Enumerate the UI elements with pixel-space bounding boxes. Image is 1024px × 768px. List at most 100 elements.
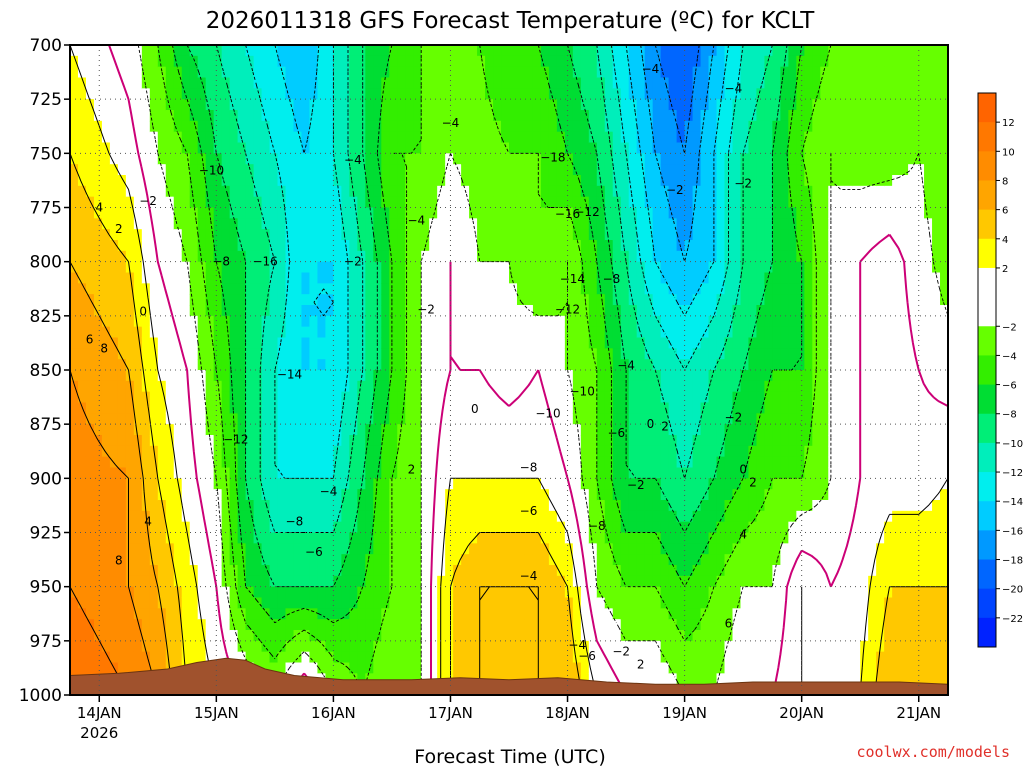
- temperature-cell: [692, 662, 702, 674]
- temperature-cell: [229, 630, 239, 642]
- temperature-cell: [397, 445, 406, 458]
- temperature-cell: [660, 110, 670, 122]
- temperature-cell: [429, 445, 438, 458]
- temperature-cell: [477, 164, 486, 176]
- temperature-cell: [317, 651, 327, 664]
- temperature-cell: [189, 510, 199, 523]
- temperature-cell: [684, 510, 694, 523]
- temperature-cell: [133, 651, 143, 664]
- temperature-cell: [524, 619, 534, 631]
- temperature-cell: [532, 662, 542, 674]
- temperature-cell: [564, 229, 574, 241]
- temperature-cell: [261, 521, 271, 534]
- temperature-cell: [70, 283, 79, 295]
- temperature-cell: [588, 391, 598, 404]
- temperature-cell: [524, 651, 534, 664]
- temperature-cell: [700, 543, 710, 555]
- temperature-cell: [165, 413, 175, 425]
- temperature-cell: [405, 673, 414, 685]
- temperature-cell: [101, 88, 111, 100]
- temperature-cell: [333, 348, 342, 360]
- temperature-cell: [421, 554, 430, 566]
- temperature-cell: [309, 305, 319, 317]
- temperature-cell: [157, 467, 167, 479]
- temperature-cell: [708, 359, 718, 371]
- temperature-cell: [644, 337, 654, 349]
- temperature-cell: [333, 315, 342, 328]
- temperature-cell: [205, 250, 215, 263]
- temperature-cell: [349, 337, 358, 349]
- temperature-cell: [532, 142, 542, 154]
- temperature-cell: [397, 99, 406, 111]
- temperature-cell: [493, 99, 502, 111]
- temperature-cell: [189, 283, 199, 295]
- temperature-cell: [397, 510, 406, 523]
- temperature-cell: [197, 445, 207, 458]
- temperature-cell: [620, 575, 630, 588]
- temperature-cell: [620, 348, 630, 360]
- temperature-cell: [501, 380, 510, 393]
- temperature-cell: [317, 131, 327, 144]
- temperature-cell: [237, 294, 247, 306]
- temperature-cell: [237, 575, 247, 588]
- temperature-cell: [357, 196, 366, 209]
- temperature-cell: [189, 586, 199, 599]
- temperature-cell: [277, 662, 287, 674]
- temperature-cell: [532, 261, 542, 274]
- temperature-cell: [141, 77, 151, 89]
- temperature-cell: [596, 315, 606, 328]
- temperature-cell: [580, 272, 590, 284]
- temperature-cell: [101, 45, 111, 57]
- temperature-cell: [157, 185, 167, 198]
- temperature-cell: [277, 315, 287, 328]
- temperature-cell: [620, 175, 630, 187]
- temperature-cell: [524, 229, 534, 241]
- temperature-cell: [149, 456, 159, 469]
- temperature-cell: [181, 142, 191, 154]
- temperature-cell: [269, 413, 279, 425]
- temperature-cell: [333, 554, 342, 566]
- temperature-cell: [133, 305, 143, 317]
- temperature-cell: [572, 250, 582, 263]
- temperature-cell: [501, 370, 510, 382]
- temperature-cell: [93, 326, 103, 339]
- temperature-cell: [708, 131, 718, 144]
- temperature-cell: [493, 55, 502, 68]
- temperature-cell: [309, 218, 319, 230]
- temperature-cell: [516, 315, 526, 328]
- temperature-cell: [245, 131, 255, 144]
- temperature-cell: [501, 478, 510, 490]
- temperature-cell: [700, 575, 710, 588]
- temperature-cell: [365, 359, 374, 371]
- temperature-cell: [213, 532, 223, 544]
- temperature-cell: [516, 510, 526, 523]
- temperature-cell: [325, 391, 334, 404]
- temperature-cell: [493, 380, 502, 393]
- temperature-cell: [540, 532, 550, 544]
- temperature-cell: [109, 175, 119, 187]
- temperature-cell: [437, 326, 446, 339]
- temperature-cell: [700, 45, 710, 57]
- temperature-cell: [245, 175, 255, 187]
- temperature-cell: [213, 164, 223, 176]
- temperature-cell: [125, 261, 135, 274]
- temperature-cell: [628, 435, 638, 447]
- temperature-cell: [612, 380, 622, 393]
- temperature-cell: [532, 521, 542, 534]
- temperature-cell: [556, 662, 566, 674]
- temperature-cell: [501, 586, 510, 599]
- temperature-cell: [117, 575, 127, 588]
- temperature-cell: [580, 467, 590, 479]
- temperature-cell: [157, 532, 167, 544]
- temperature-cell: [77, 413, 87, 425]
- temperature-cell: [253, 370, 263, 382]
- temperature-cell: [692, 370, 702, 382]
- temperature-cell: [493, 435, 502, 447]
- temperature-cell: [708, 380, 718, 393]
- temperature-cell: [333, 500, 342, 512]
- temperature-cell: [397, 153, 406, 165]
- temperature-cell: [381, 305, 390, 317]
- temperature-cell: [85, 218, 95, 230]
- temperature-cell: [636, 456, 646, 469]
- temperature-cell: [461, 630, 470, 642]
